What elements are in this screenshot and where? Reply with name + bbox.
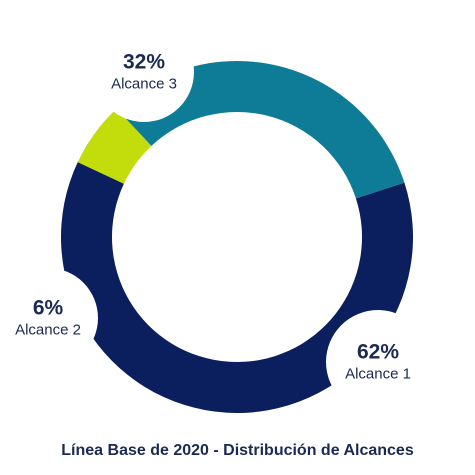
bubble-alcance-1: [326, 310, 430, 414]
slice-alcance-1: [61, 162, 414, 413]
slice-name-alcance-3: Alcance 3: [111, 75, 177, 93]
slice-alcance-2: [77, 108, 152, 184]
slice-name-alcance-2: Alcance 2: [15, 321, 81, 339]
bubble-alcance-2: [0, 268, 98, 368]
slice-percent-alcance-1: 62%: [356, 340, 400, 364]
slice-name-alcance-1: Alcance 1: [345, 365, 411, 383]
donut-slices: [61, 60, 414, 413]
slice-alcance-3: [116, 60, 405, 199]
slice-percent-alcance-2: 6%: [32, 296, 64, 320]
slice-percent-alcance-3: 32%: [122, 50, 166, 74]
bubble-alcance-3: [94, 22, 194, 122]
chart-title: Línea Base de 2020 - Distribución de Alc…: [61, 442, 414, 459]
slice-label-alcance-3: 32% Alcance 3: [111, 51, 177, 94]
label-bubbles: [0, 22, 430, 414]
slice-label-alcance-2: 6% Alcance 2: [15, 297, 81, 340]
slice-label-alcance-1: 62% Alcance 1: [345, 341, 411, 384]
